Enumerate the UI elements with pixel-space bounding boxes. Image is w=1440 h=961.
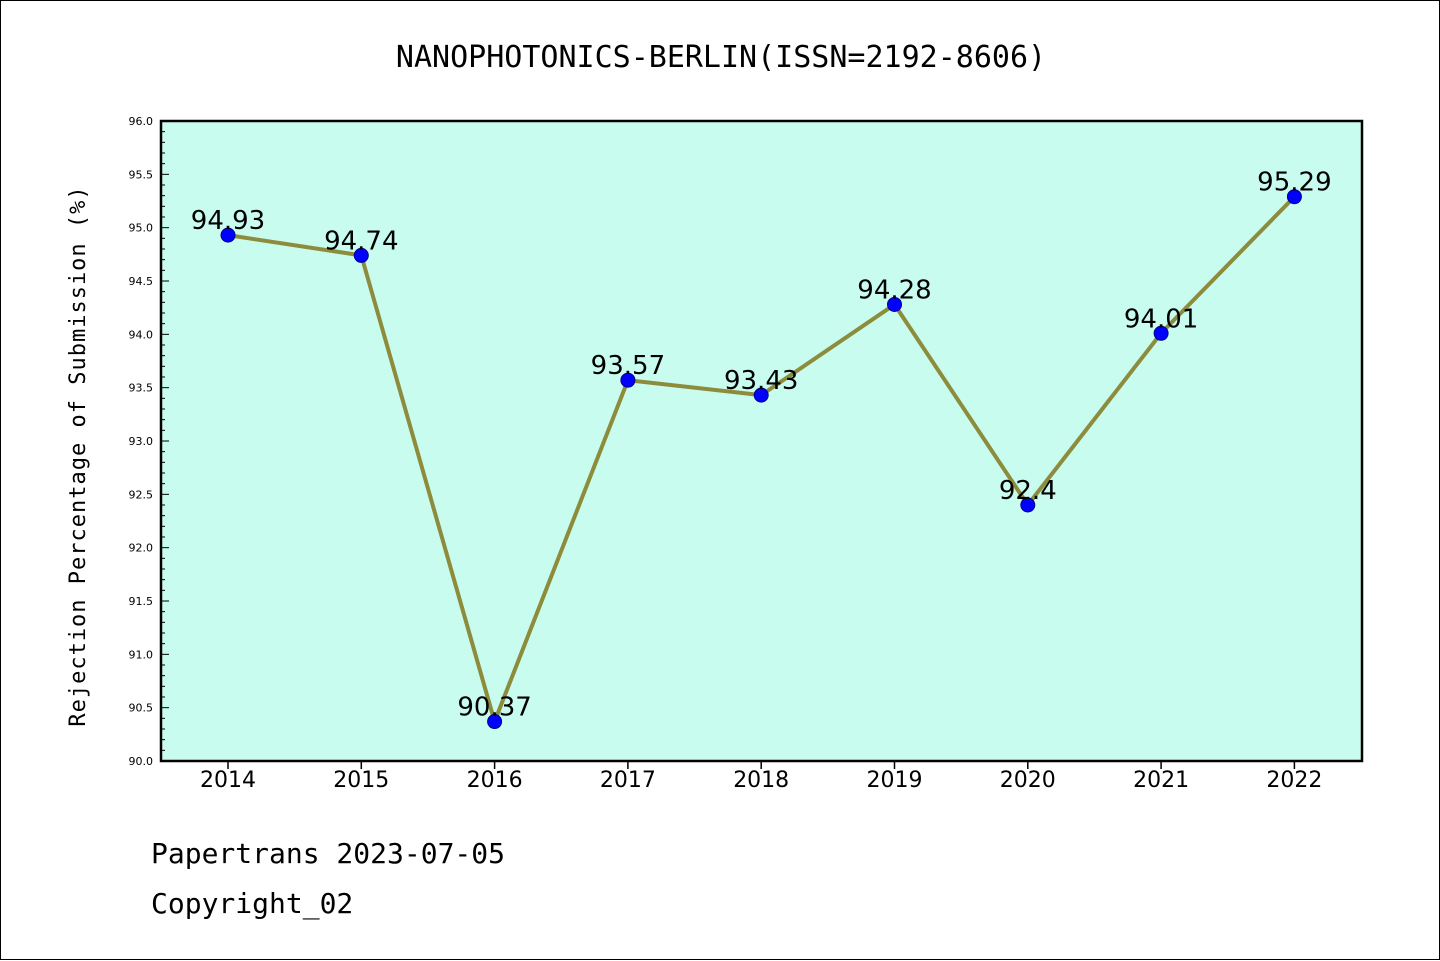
y-tick-label: 92.5 [129, 488, 154, 501]
data-point [487, 714, 503, 730]
data-label: 90.37 [457, 693, 531, 723]
y-tick-label: 92.0 [129, 542, 154, 555]
data-label: 94.28 [857, 275, 931, 305]
chart-title: NANOPHOTONICS-BERLIN(ISSN=2192-8606) [396, 40, 1046, 75]
x-tick-label: 2020 [1000, 768, 1056, 793]
x-tick-label: 2021 [1133, 768, 1189, 793]
data-point [620, 372, 636, 388]
series-group [220, 189, 1302, 730]
data-point [353, 247, 369, 263]
y-axis-label: Rejection Percentage of Submission (%) [66, 185, 91, 726]
data-point [1020, 497, 1036, 513]
y-tick-label: 96.0 [129, 115, 154, 128]
x-tick-label: 2014 [200, 768, 256, 793]
data-labels: 94.93 94.74 90.37 93.57 93.43 94.28 92.4 94.01 9… [191, 168, 1332, 723]
y-tick-label: 91.0 [129, 648, 154, 661]
data-point [1286, 189, 1302, 205]
data-point [220, 227, 236, 243]
plot-area [159, 119, 1364, 763]
y-axis: 90.0 90.5 91.0 91.5 92.0 92.5 93.0 93.5 94.0 94.5… [129, 115, 169, 768]
y-tick-label: 90.0 [129, 755, 154, 768]
y-tick-label: 90.5 [129, 702, 154, 715]
y-tick-label: 95.0 [129, 222, 154, 235]
x-tick-label: 2017 [600, 768, 656, 793]
data-label: 94.01 [1124, 304, 1198, 334]
y-tick-label: 94.0 [129, 328, 154, 341]
data-point [753, 387, 769, 403]
x-tick-label: 2022 [1266, 768, 1322, 793]
data-label: 94.74 [324, 226, 398, 256]
data-point [1153, 325, 1169, 341]
data-point [887, 296, 902, 312]
data-label: 94.93 [191, 206, 265, 236]
x-tick-label: 2018 [733, 768, 789, 793]
x-tick-label: 2015 [333, 768, 389, 793]
data-label: 92.4 [999, 476, 1057, 506]
x-tick-label: 2016 [467, 768, 523, 793]
x-axis: 2014 2015 2016 2017 2018 2019 2020 2021 2022 [200, 761, 1322, 793]
y-tick-label: 91.5 [129, 595, 154, 608]
footer-copyright: Copyright_02 [151, 887, 354, 920]
footer-source: Papertrans 2023-07-05 [151, 837, 506, 870]
data-label: 93.57 [591, 351, 665, 381]
data-label: 95.29 [1257, 168, 1331, 198]
x-tick-label: 2019 [867, 768, 923, 793]
y-tick-label: 93.0 [129, 435, 154, 448]
y-tick-label: 95.5 [129, 168, 154, 181]
y-tick-label: 94.5 [129, 275, 154, 288]
data-label: 93.43 [724, 366, 798, 396]
y-tick-label: 93.5 [129, 382, 154, 395]
